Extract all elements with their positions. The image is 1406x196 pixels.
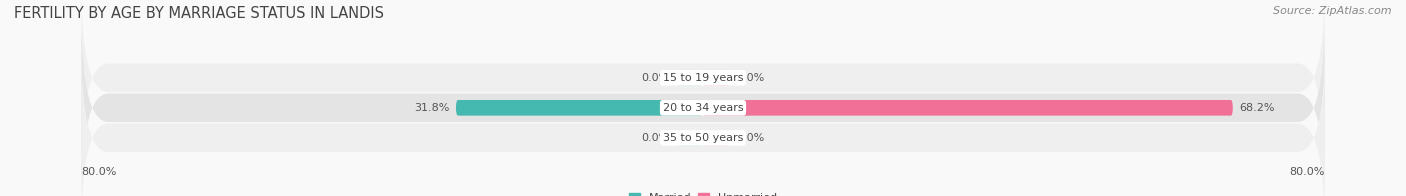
Text: 31.8%: 31.8% <box>415 103 450 113</box>
Text: 15 to 19 years: 15 to 19 years <box>662 73 744 83</box>
FancyBboxPatch shape <box>703 130 730 146</box>
Text: FERTILITY BY AGE BY MARRIAGE STATUS IN LANDIS: FERTILITY BY AGE BY MARRIAGE STATUS IN L… <box>14 6 384 21</box>
FancyBboxPatch shape <box>82 47 1324 196</box>
FancyBboxPatch shape <box>456 100 703 116</box>
Text: 0.0%: 0.0% <box>641 73 669 83</box>
FancyBboxPatch shape <box>676 70 703 86</box>
FancyBboxPatch shape <box>82 17 1324 196</box>
FancyBboxPatch shape <box>676 130 703 146</box>
FancyBboxPatch shape <box>82 0 1324 169</box>
Text: 80.0%: 80.0% <box>82 167 117 178</box>
Text: Source: ZipAtlas.com: Source: ZipAtlas.com <box>1274 6 1392 16</box>
FancyBboxPatch shape <box>703 100 1233 116</box>
Legend: Married, Unmarried: Married, Unmarried <box>630 193 776 196</box>
Text: 0.0%: 0.0% <box>641 133 669 143</box>
Text: 0.0%: 0.0% <box>737 73 765 83</box>
Text: 35 to 50 years: 35 to 50 years <box>662 133 744 143</box>
FancyBboxPatch shape <box>703 70 730 86</box>
Text: 20 to 34 years: 20 to 34 years <box>662 103 744 113</box>
Text: 68.2%: 68.2% <box>1239 103 1274 113</box>
Text: 0.0%: 0.0% <box>737 133 765 143</box>
Text: 80.0%: 80.0% <box>1289 167 1324 178</box>
